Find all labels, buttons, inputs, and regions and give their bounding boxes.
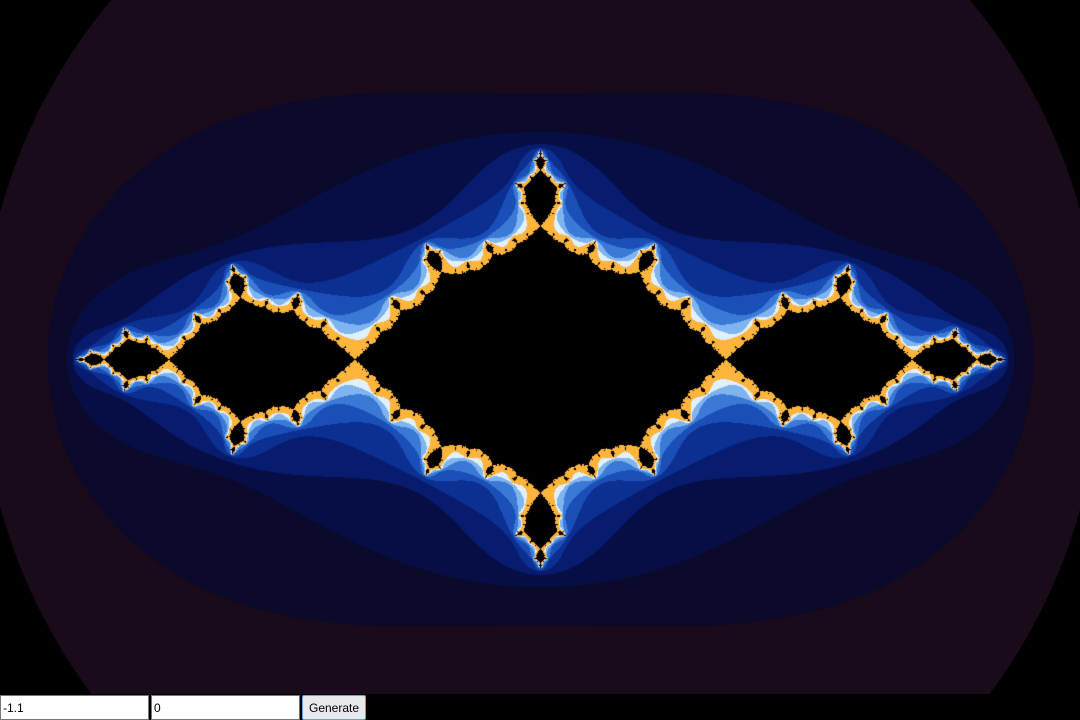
imaginary-part-input[interactable] <box>151 695 300 720</box>
real-part-input[interactable] <box>0 695 149 720</box>
controls-bar: Generate <box>0 695 367 720</box>
generate-button[interactable]: Generate <box>302 695 367 720</box>
fractal-canvas <box>0 0 1080 694</box>
